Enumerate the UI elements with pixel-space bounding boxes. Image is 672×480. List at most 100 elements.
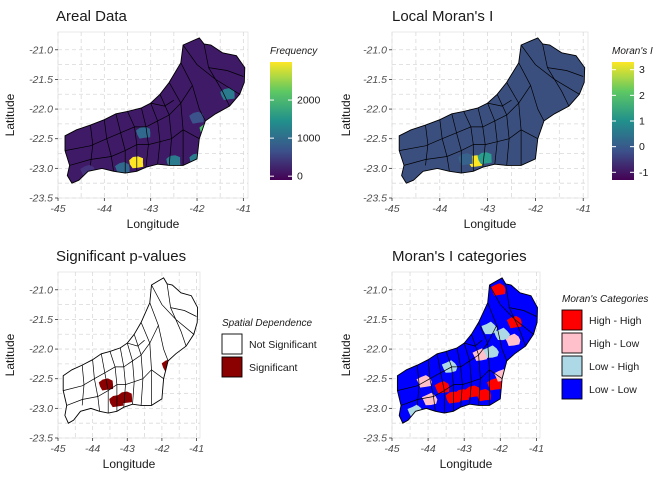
y-tick-label: -22.5 <box>29 133 53 145</box>
x-tick-label: -44 <box>97 203 112 215</box>
colorbar-label: 0 <box>639 141 645 153</box>
y-tick-label: -21.5 <box>29 314 53 326</box>
x-axis-title: Longitude <box>103 457 156 471</box>
state-shape <box>399 37 585 184</box>
municipality-region <box>98 378 113 391</box>
y-tick-label: -22.0 <box>363 104 387 116</box>
municipality-boundary <box>166 283 187 347</box>
state-border <box>396 277 538 424</box>
colorbar-label: 2 <box>639 90 645 102</box>
municipality-boundary <box>159 94 172 166</box>
colorbar-label: 1000 <box>297 133 321 145</box>
municipality-region <box>465 385 480 398</box>
state-shape <box>397 277 538 424</box>
y-tick-label: -21.5 <box>363 314 387 326</box>
y-tick-label: -22.0 <box>29 344 53 356</box>
legend-key <box>561 309 583 331</box>
x-tick-label: -45 <box>384 203 399 215</box>
x-tick-label: -43 <box>480 203 495 215</box>
municipality-boundary <box>427 359 436 412</box>
state-border <box>62 277 199 424</box>
legend: Spatial Dependence Not Significant Signifi… <box>221 318 317 378</box>
y-axis-title: Latitude <box>339 333 353 376</box>
x-tick-label: -44 <box>85 443 100 455</box>
legend-key <box>221 333 243 355</box>
y-axis-title: Latitude <box>3 93 17 136</box>
legend-label: High - High <box>589 315 642 327</box>
panel-title: Moran's I categories <box>392 248 527 265</box>
municipality-region <box>458 153 473 166</box>
y-tick-label: -22.5 <box>29 373 53 385</box>
municipality-boundaries <box>399 43 584 174</box>
municipality-region <box>129 156 144 169</box>
legend-label: Significant <box>249 362 298 374</box>
municipality-boundary <box>506 82 522 166</box>
municipality-boundary <box>547 67 584 77</box>
panel-4: Moran's I categories -45 -44 -43 -42 -41 -21.0… <box>339 248 648 471</box>
municipality-boundary <box>149 302 169 362</box>
x-tick-label: -43 <box>457 443 472 455</box>
x-tick-label: -44 <box>432 203 447 215</box>
y-axis-title: Latitude <box>339 93 353 136</box>
municipality-boundary <box>150 99 175 107</box>
y-tick-label: -22.5 <box>363 373 387 385</box>
municipality-boundary <box>208 67 244 77</box>
municipality-boundary <box>520 44 580 95</box>
municipality-boundary <box>487 102 498 165</box>
x-axis-title: Longitude <box>440 457 493 471</box>
colorbar <box>270 62 292 180</box>
municipality-boundary <box>141 107 149 168</box>
municipality-boundary <box>478 322 490 406</box>
municipality-boundary <box>463 111 474 172</box>
panel-title: Local Moran's I <box>392 8 493 25</box>
colorbar-label: 2000 <box>297 95 321 107</box>
legend-key <box>561 332 583 354</box>
colorbar-label: 1 <box>639 116 645 128</box>
state-shape <box>65 37 245 184</box>
municipality-boundary <box>403 129 538 166</box>
municipality-boundary <box>69 129 200 166</box>
municipality-boundary <box>509 307 537 317</box>
state-shape <box>63 277 198 424</box>
municipality-boundary <box>127 111 138 172</box>
y-tick-label: -21.0 <box>29 284 53 296</box>
municipality-region <box>490 283 506 296</box>
municipality-region <box>136 126 151 139</box>
x-tick-label: -42 <box>154 443 169 455</box>
municipality-boundary <box>63 325 159 391</box>
legend-label: Not Significant <box>249 339 317 351</box>
municipality-boundary <box>100 353 109 414</box>
municipality-region <box>115 162 130 175</box>
municipality-region <box>472 348 488 361</box>
legend: Moran's I -1 0 1 2 3 <box>612 46 653 180</box>
y-tick-label: -23.0 <box>29 163 53 175</box>
x-tick-label: -42 <box>528 203 543 215</box>
municipality-boundary <box>182 44 240 95</box>
municipality-region <box>189 111 204 124</box>
municipality-boundaries <box>63 283 197 414</box>
municipality-region <box>220 88 235 101</box>
municipality-boundary <box>463 342 472 405</box>
x-tick-label: -42 <box>189 203 204 215</box>
state-border <box>64 37 246 184</box>
x-tick-label: -45 <box>384 443 399 455</box>
panel-1: Areal Data -45 -44 -43 -42 -41 -21.0 -21.5 -22.0… <box>3 8 321 231</box>
legend: Frequency 0 1000 2000 <box>270 46 321 183</box>
y-tick-label: -21.5 <box>29 74 53 86</box>
y-tick-label: -21.0 <box>363 44 387 56</box>
x-tick-label: -45 <box>50 203 65 215</box>
municipality-region <box>434 381 450 394</box>
panel-3: Significant p-values -45 -44 -43 -42 -41 -21.0… <box>3 248 317 471</box>
municipality-boundary <box>456 347 463 408</box>
municipality-boundary <box>487 99 512 107</box>
x-tick-label: -43 <box>143 203 158 215</box>
legend-title: Frequency <box>270 46 318 57</box>
municipality-boundary <box>445 351 454 412</box>
municipality-boundary <box>489 284 534 335</box>
y-tick-label: -21.5 <box>363 74 387 86</box>
y-tick-label: -23.0 <box>363 163 387 175</box>
x-tick-label: -41 <box>576 203 591 215</box>
municipality-region <box>441 360 458 373</box>
municipality-boundary <box>487 302 508 362</box>
y-tick-label: -21.0 <box>29 44 53 56</box>
